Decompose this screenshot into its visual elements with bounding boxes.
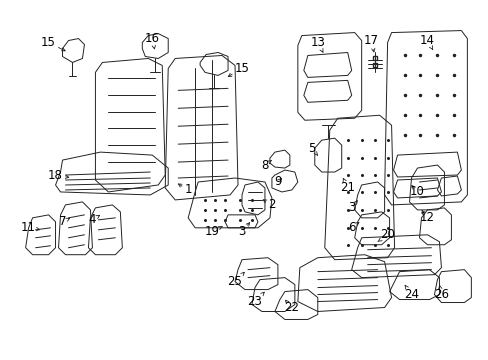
Text: 9: 9 <box>274 175 281 189</box>
Text: 13: 13 <box>310 36 325 52</box>
Text: 25: 25 <box>227 272 244 288</box>
Text: 23: 23 <box>247 292 264 308</box>
Text: 16: 16 <box>144 32 160 49</box>
Text: 18: 18 <box>48 168 69 181</box>
Text: 7: 7 <box>59 215 69 228</box>
Text: 5: 5 <box>307 141 317 155</box>
Text: 3: 3 <box>238 223 249 238</box>
Text: 3: 3 <box>347 201 357 215</box>
Text: 10: 10 <box>409 185 424 198</box>
Text: 8: 8 <box>261 158 271 172</box>
Text: 22: 22 <box>284 300 299 314</box>
Text: 17: 17 <box>364 34 378 52</box>
Text: 26: 26 <box>433 285 448 301</box>
Text: 11: 11 <box>21 221 40 234</box>
Text: 2: 2 <box>263 198 275 211</box>
Text: 15: 15 <box>228 62 249 77</box>
Text: 1: 1 <box>178 184 191 197</box>
Text: 14: 14 <box>419 34 434 50</box>
Text: 4: 4 <box>88 213 100 226</box>
Text: 6: 6 <box>347 221 358 234</box>
Text: 24: 24 <box>403 285 418 301</box>
Text: 19: 19 <box>204 225 222 238</box>
Text: 21: 21 <box>340 178 354 194</box>
Text: 12: 12 <box>419 211 434 224</box>
Text: 15: 15 <box>41 36 65 51</box>
Text: 20: 20 <box>377 228 394 242</box>
